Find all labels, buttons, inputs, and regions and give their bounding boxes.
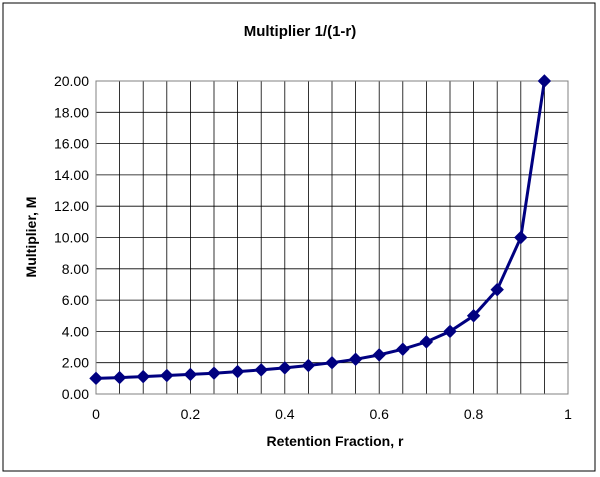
data-point-marker — [89, 371, 103, 386]
data-point-marker — [112, 370, 127, 385]
data-point-marker — [514, 230, 528, 245]
y-tick-label: 8.00 — [62, 261, 89, 277]
data-point-marker — [278, 361, 292, 375]
y-axis-label: Multiplier, M — [23, 197, 39, 278]
plot-area-border — [95, 80, 569, 395]
chart-title: Multiplier 1/(1-r) — [244, 23, 357, 40]
x-tick-label: 0.6 — [369, 406, 389, 422]
data-point-marker — [160, 368, 174, 383]
data-point-marker — [537, 74, 552, 88]
y-tick-label: 16.00 — [54, 136, 89, 152]
y-tick-label: 2.00 — [62, 355, 89, 371]
x-axis-ticks: 0 0.2 0.4 0.6 0.8 1 — [92, 406, 572, 422]
data-point-marker — [490, 282, 504, 297]
x-tick-label: 0.8 — [464, 406, 484, 422]
y-tick-label: 6.00 — [62, 292, 89, 308]
y-tick-label: 0.00 — [62, 386, 89, 402]
data-point-marker — [466, 309, 481, 323]
y-tick-label: 18.00 — [54, 104, 89, 120]
data-point-marker — [136, 369, 150, 384]
data-point-marker — [301, 358, 316, 373]
data-point-marker — [396, 342, 410, 356]
data-point-marker — [325, 355, 339, 370]
data-point-marker — [443, 324, 457, 339]
data-point-marker — [230, 364, 245, 379]
data-point-marker — [348, 352, 363, 366]
data-point-marker — [254, 363, 268, 377]
y-tick-label: 14.00 — [54, 167, 89, 183]
y-tick-label: 4.00 — [62, 323, 89, 339]
data-point-marker — [183, 367, 198, 382]
chart-border — [2, 2, 596, 472]
x-tick-label: 0.2 — [181, 406, 201, 422]
x-tick-label: 0 — [92, 406, 100, 422]
x-axis-label: Retention Fraction, r — [267, 433, 404, 449]
y-tick-label: 12.00 — [54, 198, 89, 214]
series-markers — [89, 74, 552, 386]
data-point-marker — [419, 335, 434, 349]
y-tick-label: 20.00 — [54, 73, 89, 89]
x-tick-label: 1 — [564, 406, 572, 422]
y-axis-ticks: 0.00 2.00 4.00 6.00 8.00 10.00 12.00 14.00 16.00… — [54, 73, 89, 402]
data-point-marker — [372, 348, 386, 362]
y-tick-label: 10.00 — [54, 230, 89, 246]
x-tick-label: 0.4 — [275, 406, 295, 422]
grid — [95, 80, 569, 395]
data-point-marker — [207, 366, 221, 380]
